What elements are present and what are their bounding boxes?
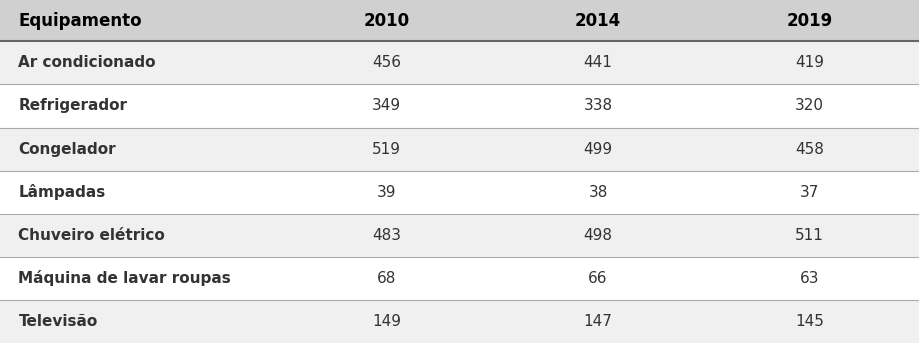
Text: 441: 441 <box>583 55 612 70</box>
Text: 38: 38 <box>587 185 607 200</box>
Text: Lâmpadas: Lâmpadas <box>18 184 106 200</box>
Text: 37: 37 <box>799 185 819 200</box>
Text: 2014: 2014 <box>574 12 620 29</box>
Text: 2010: 2010 <box>363 12 409 29</box>
Bar <box>0 214 919 257</box>
Text: 519: 519 <box>371 142 401 156</box>
Text: 498: 498 <box>583 228 612 243</box>
Text: 320: 320 <box>794 98 823 114</box>
Text: Máquina de lavar roupas: Máquina de lavar roupas <box>18 270 231 286</box>
Bar <box>0 128 919 170</box>
Text: Ar condicionado: Ar condicionado <box>18 55 155 70</box>
Text: Chuveiro elétrico: Chuveiro elétrico <box>18 228 165 243</box>
Text: 63: 63 <box>799 271 819 286</box>
Text: 511: 511 <box>794 228 823 243</box>
Bar <box>0 41 919 84</box>
Text: 2019: 2019 <box>786 12 832 29</box>
Text: 458: 458 <box>794 142 823 156</box>
Text: Televisão: Televisão <box>18 314 97 329</box>
Text: 149: 149 <box>371 314 401 329</box>
Text: Equipamento: Equipamento <box>18 12 142 29</box>
Text: 145: 145 <box>794 314 823 329</box>
Bar <box>0 84 919 128</box>
Text: Congelador: Congelador <box>18 142 116 156</box>
Text: Refrigerador: Refrigerador <box>18 98 127 114</box>
Text: 39: 39 <box>376 185 396 200</box>
Bar <box>0 170 919 214</box>
Text: 68: 68 <box>376 271 396 286</box>
Text: 338: 338 <box>583 98 612 114</box>
Text: 419: 419 <box>794 55 823 70</box>
Text: 349: 349 <box>371 98 401 114</box>
Text: 147: 147 <box>583 314 612 329</box>
Bar <box>0 0 919 41</box>
Bar <box>0 257 919 300</box>
Bar <box>0 300 919 343</box>
Text: 483: 483 <box>371 228 401 243</box>
Text: 456: 456 <box>371 55 401 70</box>
Text: 66: 66 <box>587 271 607 286</box>
Text: 499: 499 <box>583 142 612 156</box>
